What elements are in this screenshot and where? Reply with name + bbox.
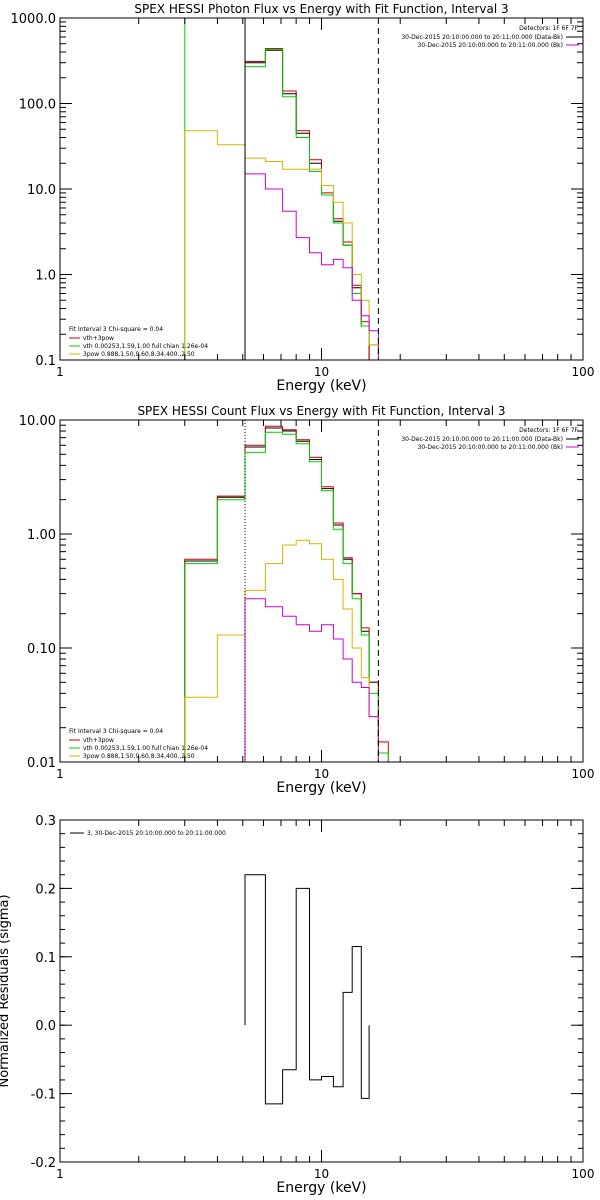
x-axis: 1 10 100 Energy (keV) xyxy=(56,420,594,796)
series-line-black xyxy=(244,49,370,360)
top-legend: Detectors: 1F 6F 7F 30-Dec-2015 20:10:00.… xyxy=(401,25,579,49)
y-tick-label: -0.2 xyxy=(31,1156,56,1171)
x-axis-label: Energy (keV) xyxy=(276,378,366,394)
y-tick-label: 1.00 xyxy=(27,528,56,543)
y-tick-label: 0.10 xyxy=(27,642,56,657)
series-line-red xyxy=(244,48,379,361)
y-tick-label: 10.00 xyxy=(19,414,56,429)
legend-entry-label: vth 0.00253,1.59,1.00 full chian 1.26e-0… xyxy=(83,745,208,752)
y-axis-label: Normalized Residuals (sigma) xyxy=(0,894,12,1087)
legend: 3, 30-Dec-2015 20:10:00.000 to 20:11:00.… xyxy=(70,830,226,837)
y-tick-label: 0.0 xyxy=(35,1019,56,1034)
y-axis: 0.01 0.10 1.00 10.00 xyxy=(19,414,583,771)
top-legend: Detectors: 1F 6F 7F 30-Dec-2015 20:10:00.… xyxy=(401,427,579,451)
legend-entry-label: 3pow 0.888,1.50,9.60,8.34,400.,2.50 xyxy=(83,753,195,760)
legend-header: Detectors: 1F 6F 7F xyxy=(519,25,578,32)
x-tick-label: 10 xyxy=(314,365,329,379)
series-group xyxy=(184,425,389,762)
y-tick-label: 1.0 xyxy=(35,269,56,284)
chart-panel-2: 1 10 100 Energy (keV) 0.01 0.10 1.00 10.00 SPEX … xyxy=(19,404,595,796)
series-group xyxy=(244,874,370,1105)
x-tick-label: 1 xyxy=(56,1167,64,1181)
x-axis: 1 10 100 Energy (keV) xyxy=(56,820,594,1196)
legend-header: Fit Interval 3 Chi-square = 0.04 xyxy=(69,728,163,735)
x-tick-label: 100 xyxy=(572,1167,595,1181)
legend-entry-label: 3pow 0.888,1.50,9.60,8.34,400.,2.50 xyxy=(83,351,195,358)
series-line-green xyxy=(184,431,389,762)
y-tick-label: 10.0 xyxy=(27,183,56,198)
legend-header: Detectors: 1F 6F 7F xyxy=(519,427,578,434)
series-line-black xyxy=(184,427,379,762)
series-line-magenta xyxy=(244,173,379,360)
series-line-magenta xyxy=(244,598,379,762)
series-line-red xyxy=(184,425,389,762)
legend-entry-label: 30-Dec-2015 20:10:00.000 to 20:11:00.000… xyxy=(418,444,563,451)
plot-frame xyxy=(59,819,584,1163)
series-line-black xyxy=(244,874,370,1105)
x-tick-label: 1 xyxy=(56,365,64,379)
chart-title: SPEX HESSI Photon Flux vs Energy with Fi… xyxy=(134,2,508,16)
legend-header: Fit Interval 3 Chi-square = 0.04 xyxy=(69,326,163,333)
legend-entry-label: 30-Dec-2015 20:10:00.000 to 20:11:00.000… xyxy=(401,436,563,443)
y-tick-label: 0.2 xyxy=(35,882,56,897)
bottom-legend: Fit Interval 3 Chi-square = 0.04 vth+3pow… xyxy=(69,728,208,760)
x-tick-label: 10 xyxy=(314,1167,329,1181)
x-axis-label: Energy (keV) xyxy=(276,780,366,796)
y-tick-label: 1000.0 xyxy=(11,12,57,27)
legend-entry-label: 30-Dec-2015 20:10:00.000 to 20:11:00.000… xyxy=(418,42,563,49)
chart-panel-3: 1 10 100 Energy (keV) -0.2 -0.1 0.0 0.1 0.2 0.3 No… xyxy=(0,814,594,1196)
bottom-legend: Fit Interval 3 Chi-square = 0.04 vth+3pow… xyxy=(69,326,208,358)
x-tick-label: 100 xyxy=(572,365,595,379)
x-tick-label: 1 xyxy=(56,767,64,781)
y-axis: 0.1 1.0 10.0 100.0 1000.0 xyxy=(11,12,583,369)
x-tick-label: 10 xyxy=(314,767,329,781)
legend-entry-label: vth+3pow xyxy=(83,335,114,342)
y-tick-label: 100.0 xyxy=(19,98,56,113)
legend-entry-label: vth 0.00253,1.59,1.00 full chian 1.26e-0… xyxy=(83,343,208,350)
y-tick-label: 0.1 xyxy=(35,354,56,369)
legend-entry-label: 3, 30-Dec-2015 20:10:00.000 to 20:11:00.… xyxy=(87,830,226,837)
y-axis: -0.2 -0.1 0.0 0.1 0.2 0.3 Normalized Residuals… xyxy=(0,814,583,1171)
y-tick-label: 0.3 xyxy=(35,814,56,829)
series-line-yellow xyxy=(184,539,379,762)
y-tick-label: -0.1 xyxy=(31,1088,56,1103)
y-tick-label: 0.1 xyxy=(35,951,56,966)
x-axis-label: Energy (keV) xyxy=(276,1180,366,1196)
chart-panel-1: 1 10 100 Energy (keV) 0.1 1.0 10.0 100.0 1000.0 S… xyxy=(11,2,595,394)
x-tick-label: 100 xyxy=(572,767,595,781)
x-axis: 1 10 100 Energy (keV) xyxy=(56,18,594,394)
chart-title: SPEX HESSI Count Flux vs Energy with Fit… xyxy=(137,404,505,418)
series-group xyxy=(184,17,379,361)
y-tick-label: 0.01 xyxy=(27,756,56,771)
legend-entry-label: 30-Dec-2015 20:10:00.000 to 20:11:00.000… xyxy=(401,34,563,41)
legend-entry-label: vth+3pow xyxy=(83,737,114,744)
